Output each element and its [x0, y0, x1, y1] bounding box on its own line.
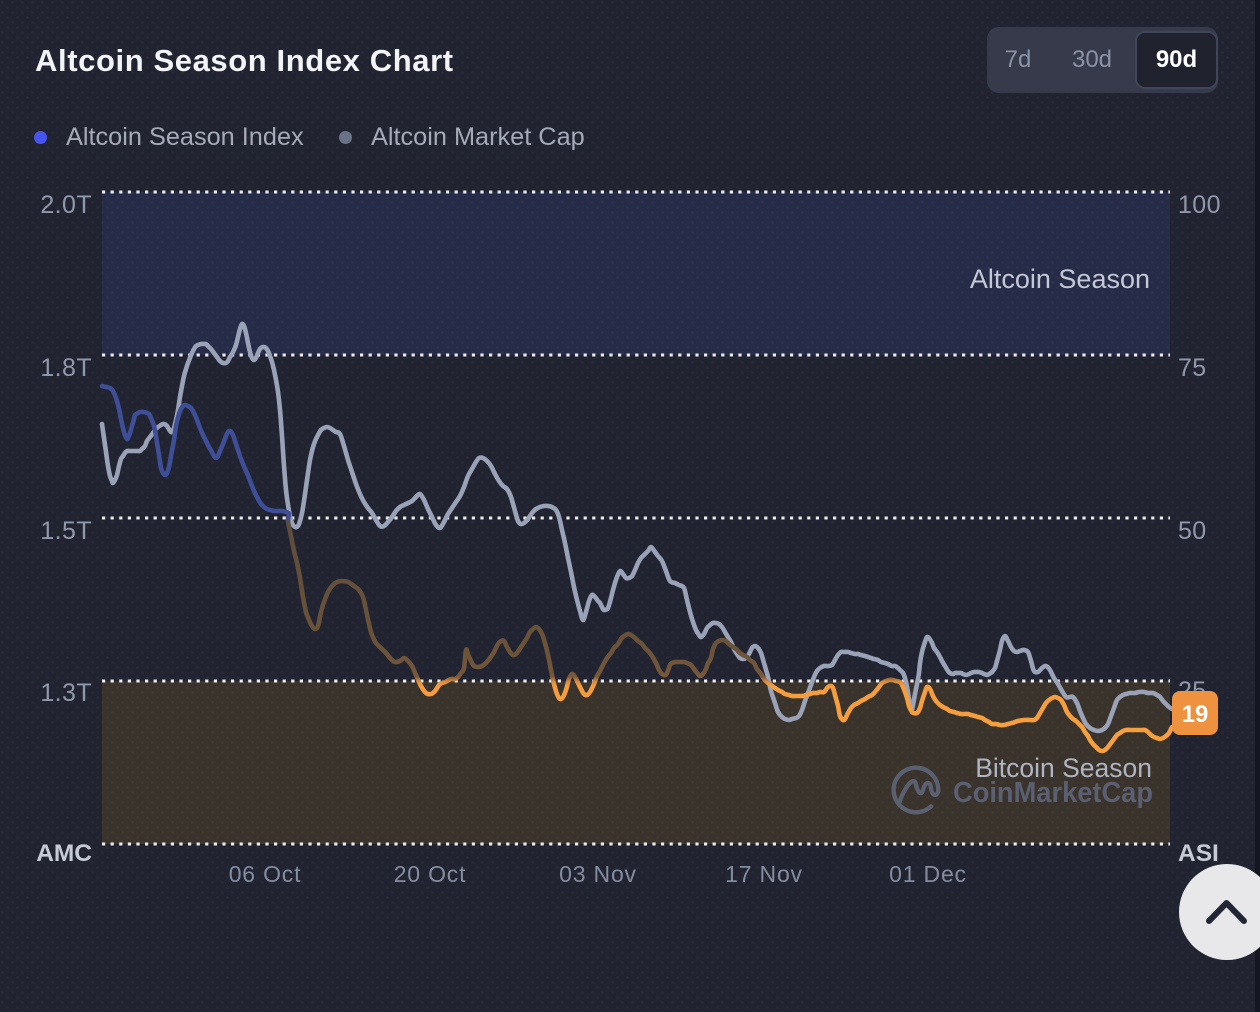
svg-text:75: 75 — [1178, 354, 1207, 382]
svg-text:100: 100 — [1178, 191, 1221, 219]
svg-text:1.5T: 1.5T — [40, 517, 92, 545]
svg-text:50: 50 — [1178, 517, 1207, 545]
svg-text:AMC: AMC — [36, 840, 92, 867]
svg-text:CoinMarketCap: CoinMarketCap — [953, 777, 1153, 809]
svg-text:ASI: ASI — [1178, 840, 1219, 867]
svg-text:1.3T: 1.3T — [40, 679, 92, 707]
svg-text:2.0T: 2.0T — [40, 191, 92, 219]
svg-text:1.8T: 1.8T — [40, 354, 92, 382]
svg-text:19: 19 — [1182, 701, 1209, 728]
